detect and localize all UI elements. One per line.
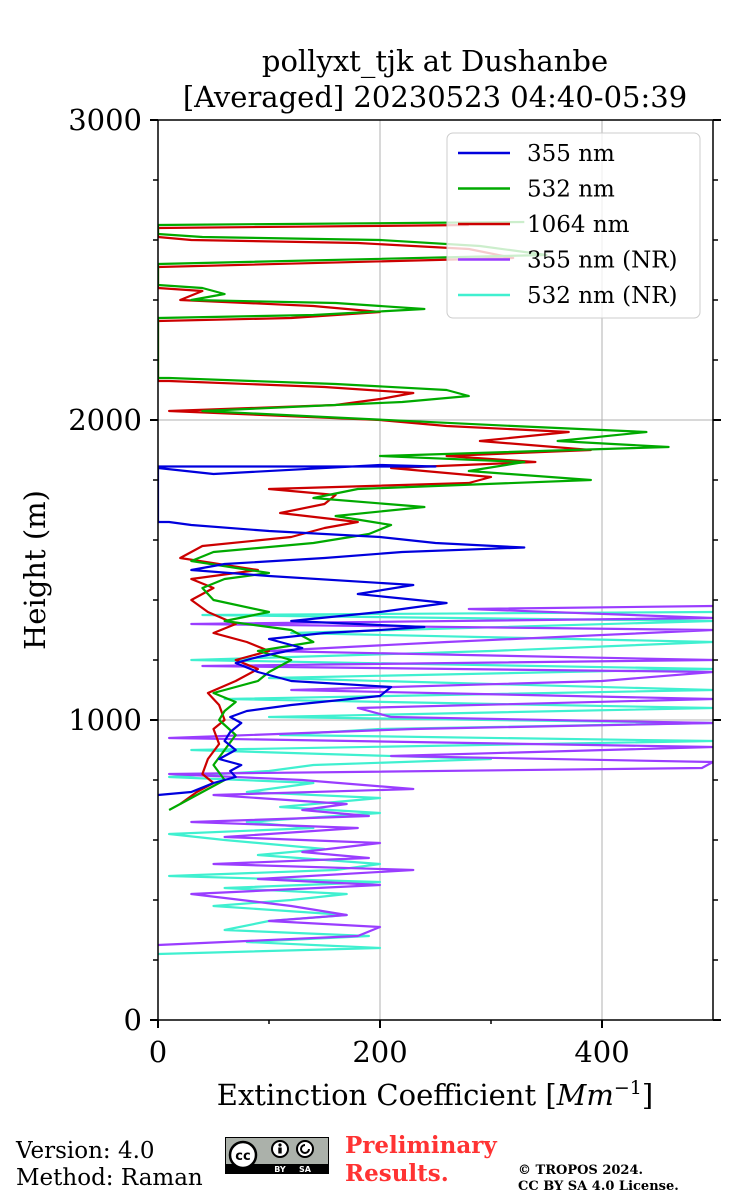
chart-title-line-2: [Averaged] 20230523 04:40-05:39 xyxy=(183,80,687,114)
by-icon-body xyxy=(278,1147,282,1154)
series-layer xyxy=(158,220,713,956)
legend-label: 532 nm xyxy=(527,177,615,203)
legend-box xyxy=(446,132,701,319)
sa-icon-arrow xyxy=(300,1144,310,1154)
by-icon-head xyxy=(278,1143,282,1147)
method-text: Method: Raman xyxy=(16,1165,203,1191)
copyright-notice: © TROPOS 2024. CC BY SA 4.0 License. xyxy=(518,1163,679,1195)
cc-icon-text: cc xyxy=(235,1149,250,1164)
legend-label: 532 nm (NR) xyxy=(527,283,678,309)
preliminary-line-1: Preliminary xyxy=(345,1132,497,1159)
legend: 355 nm 532 nm 1064 nm 355 nm (NR) 532 nm (NR… xyxy=(446,132,701,319)
preliminary-notice: Preliminary Results. xyxy=(345,1132,497,1188)
y-tick-label: 3000 xyxy=(68,103,142,137)
copyright-line-1: © TROPOS 2024. xyxy=(518,1163,644,1178)
x-tick-label: 0 xyxy=(149,1035,167,1069)
y-tick-label: 0 xyxy=(124,1003,142,1037)
series-line-532-nm xyxy=(158,220,670,811)
legend-label: 1064 nm xyxy=(527,212,630,238)
y-axis-label: Height (m) xyxy=(18,490,52,650)
cc-by-sa-badge: cc BY SA xyxy=(225,1137,329,1174)
series-line-355-nm-nr- xyxy=(158,604,713,947)
version-info: Version: 4.0 Method: Raman xyxy=(16,1138,203,1192)
x-axis-label: Extinction Coefficient [Mm−1] xyxy=(217,1077,653,1112)
legend-label: 355 nm (NR) xyxy=(527,248,678,274)
version-text: Version: 4.0 xyxy=(16,1138,155,1164)
copyright-line-2: CC BY SA 4.0 License. xyxy=(518,1179,679,1194)
series-line-1064-nm xyxy=(158,223,593,805)
chart-title-line-1: pollyxt_tjk at Dushanbe xyxy=(262,44,608,79)
y-tick-label: 2000 xyxy=(68,403,142,437)
legend-label: 355 nm xyxy=(527,141,615,167)
sa-icon xyxy=(296,1140,314,1158)
x-tick-label: 200 xyxy=(352,1035,407,1069)
preliminary-line-2: Results. xyxy=(345,1160,449,1187)
plot-frame xyxy=(157,119,714,1021)
cc-badge-strip xyxy=(225,1164,329,1174)
by-text: BY xyxy=(274,1165,286,1174)
series-line-355-nm xyxy=(158,463,526,797)
y-tick-label: 1000 xyxy=(68,703,142,737)
series-group xyxy=(158,220,713,956)
series-line-532-nm-nr- xyxy=(158,610,713,956)
x-tick-label: 400 xyxy=(574,1035,629,1069)
axis-ticks: 0 200 400 0 1000 2000 3000 xyxy=(68,103,721,1069)
sa-text: SA xyxy=(299,1165,312,1174)
cc-icon xyxy=(228,1140,258,1170)
